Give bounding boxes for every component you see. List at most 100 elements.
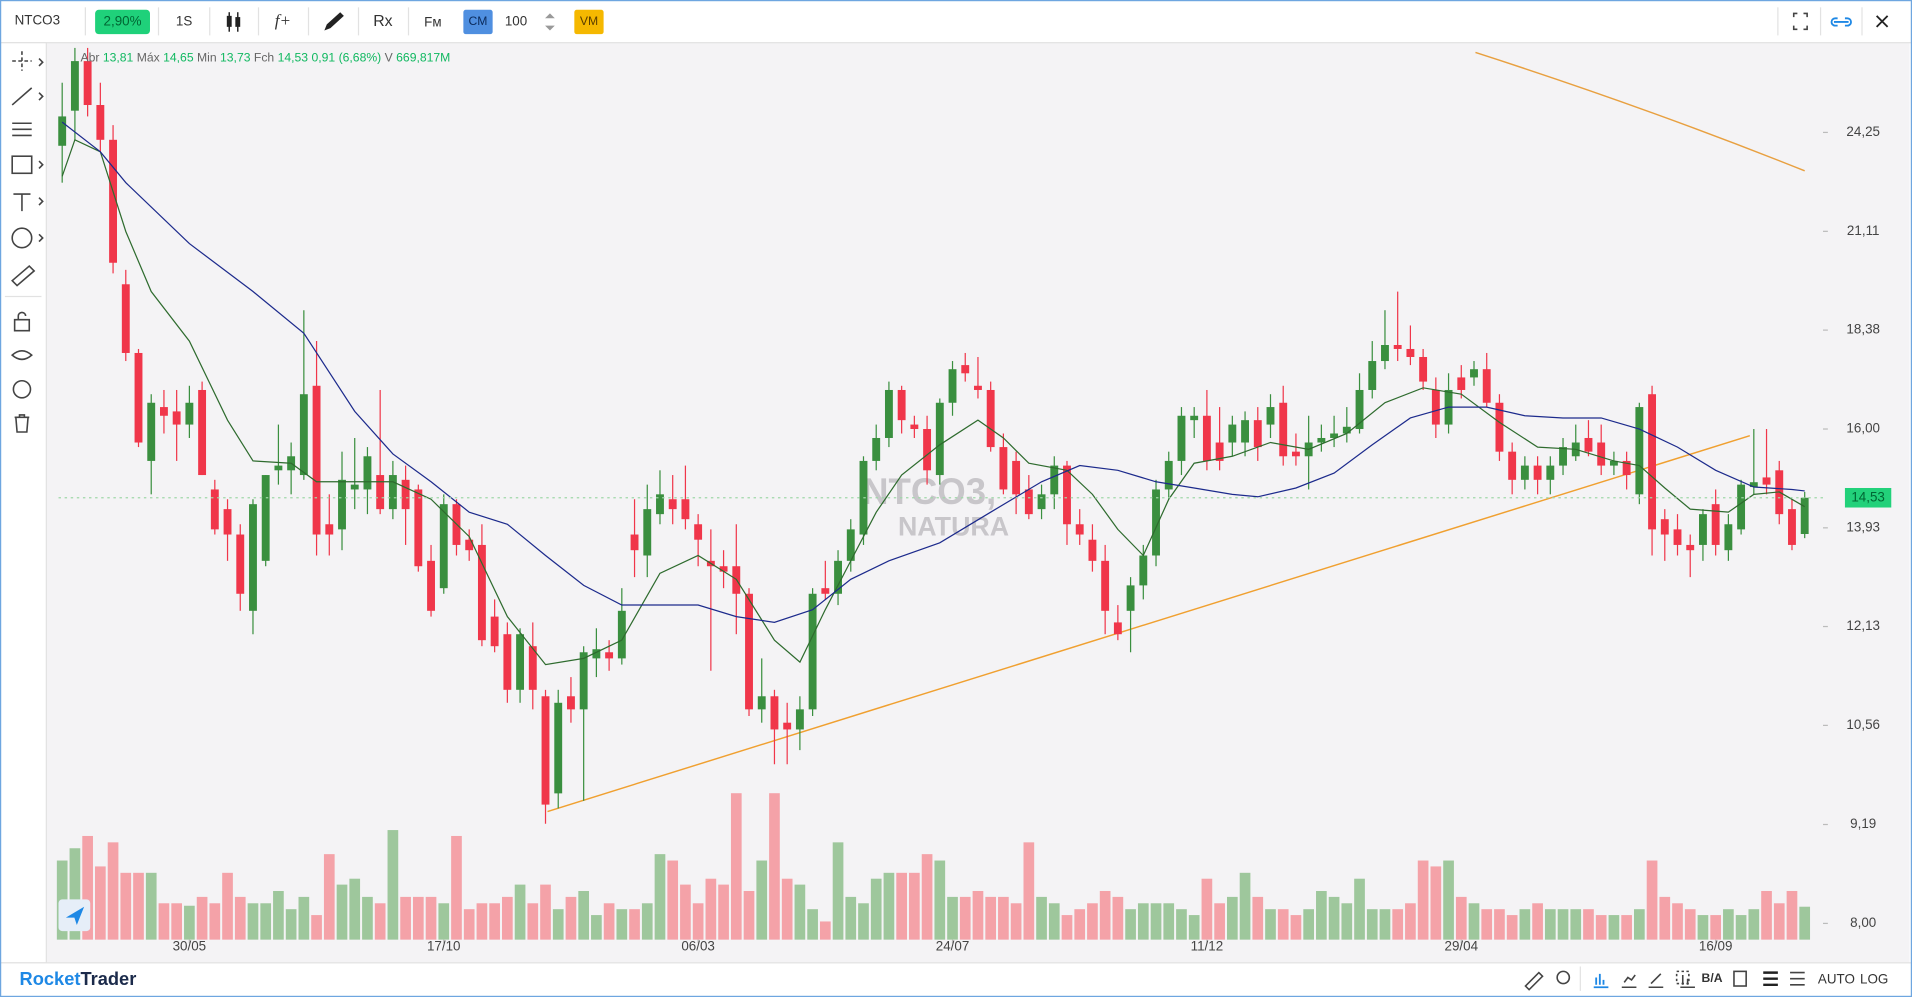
volume-bar xyxy=(1036,896,1047,940)
volume-bar xyxy=(387,830,399,940)
volume-bar xyxy=(1328,896,1340,940)
fullscreen-button[interactable] xyxy=(1792,12,1808,31)
line-tool[interactable] xyxy=(11,87,33,106)
candle-body xyxy=(910,424,919,430)
cm-badge[interactable] xyxy=(463,9,493,35)
volume-bar xyxy=(1595,915,1607,940)
value: 14,53 xyxy=(278,51,309,65)
interval-button[interactable]: 1S xyxy=(176,14,192,29)
quantity[interactable]: 100 xyxy=(505,14,527,29)
y-tick-label: 16,00 xyxy=(1846,421,1880,436)
candle-body xyxy=(770,696,779,730)
log-scale-button[interactable]: LOG xyxy=(1860,971,1888,986)
emoji-tool[interactable] xyxy=(11,227,33,249)
x-tick-label: 11/12 xyxy=(1191,939,1224,954)
menu-button[interactable] xyxy=(1790,971,1805,986)
help-tool[interactable] xyxy=(12,379,32,399)
volume-bar xyxy=(730,793,742,940)
volume-bar xyxy=(1417,860,1429,940)
brand-part: Trader xyxy=(80,968,136,989)
candle-body xyxy=(656,494,664,515)
y-tick-label: 21,11 xyxy=(1847,223,1880,238)
volume-bar xyxy=(374,903,386,940)
volume-bar xyxy=(184,905,195,940)
candle-body xyxy=(1800,497,1809,535)
change-badge[interactable] xyxy=(95,9,150,35)
volume-bar xyxy=(654,854,666,940)
volume-bar xyxy=(1481,909,1493,940)
volume-bar xyxy=(69,848,81,940)
plot-area xyxy=(46,42,1910,963)
candle-body xyxy=(1635,407,1644,495)
candle-body xyxy=(1406,348,1415,357)
fm-button[interactable]: Fм xyxy=(424,15,441,30)
candle-body xyxy=(350,484,359,490)
volume-bar xyxy=(323,854,335,940)
ruler-tool[interactable] xyxy=(11,264,36,287)
trend-curve[interactable] xyxy=(1475,51,1805,172)
volume-bar xyxy=(1544,909,1556,940)
volume-bar xyxy=(400,896,411,940)
zoom-button[interactable] xyxy=(1556,970,1571,985)
volume-bar xyxy=(234,896,246,940)
volume-bar xyxy=(158,903,170,940)
volume-bar xyxy=(1201,878,1213,940)
volume-bar xyxy=(311,915,322,940)
candle-body xyxy=(541,696,550,805)
visibility-tool[interactable] xyxy=(10,350,33,361)
candle-type-button[interactable] xyxy=(226,12,241,32)
auto-scale-button[interactable]: AUTO xyxy=(1818,971,1855,986)
delete-tool[interactable] xyxy=(14,414,30,433)
book-button[interactable] xyxy=(1733,970,1747,987)
volume-button[interactable] xyxy=(1593,973,1609,989)
draw-button[interactable] xyxy=(324,12,344,31)
volume-bar xyxy=(718,884,729,940)
lock-tool[interactable] xyxy=(13,311,31,332)
studies-button[interactable]: f+ xyxy=(275,11,291,30)
candle-body xyxy=(1393,345,1402,349)
text-tool[interactable] xyxy=(13,193,31,212)
symbol[interactable]: NTCO3 xyxy=(15,12,60,27)
candle-body xyxy=(121,284,130,353)
volume-bar xyxy=(1366,909,1378,940)
volume-bar xyxy=(680,884,691,940)
close-button[interactable] xyxy=(1875,15,1889,28)
candle-body xyxy=(1164,460,1173,490)
volume-bar xyxy=(883,872,895,940)
candle-body xyxy=(1291,451,1300,457)
shape-tool[interactable] xyxy=(11,155,33,175)
volume-bar xyxy=(667,860,679,940)
list-button[interactable] xyxy=(1763,971,1778,987)
quantity-spinner[interactable] xyxy=(545,13,555,31)
volume-bar xyxy=(1608,915,1620,940)
value: 13,73 xyxy=(220,51,251,65)
ohlc-header: Abr 13,81 Máx 14,65 Min 13,73 Fch 14,53 … xyxy=(80,51,450,65)
vm-badge[interactable] xyxy=(574,9,604,35)
rx-button[interactable]: Rx xyxy=(373,13,392,30)
link-button[interactable] xyxy=(1830,17,1852,27)
candle-body xyxy=(579,652,588,710)
bid-ask-button[interactable]: B/A xyxy=(1702,971,1723,985)
trend-line[interactable] xyxy=(547,434,1751,813)
trend-button[interactable] xyxy=(1648,973,1664,989)
candle-body xyxy=(70,61,79,111)
channel-tool[interactable] xyxy=(12,122,32,137)
candle-body xyxy=(935,402,944,476)
chart-button[interactable] xyxy=(1680,975,1695,989)
volume-bar xyxy=(1430,866,1442,940)
volume-bar xyxy=(769,793,780,940)
candle-body xyxy=(1495,402,1504,452)
volume-bar xyxy=(552,909,564,940)
ruler-button[interactable] xyxy=(1524,971,1544,991)
volume-bar xyxy=(273,890,284,940)
volume-bar xyxy=(591,915,602,940)
volume-bar xyxy=(1621,915,1632,940)
candle-body xyxy=(567,696,575,710)
watermark-name: NATURA xyxy=(898,511,1009,541)
indicator-button[interactable] xyxy=(1621,974,1637,989)
candle-body xyxy=(1279,402,1288,457)
candle-body xyxy=(554,702,563,794)
change-value: 2,90% xyxy=(104,14,142,29)
crosshair-tool[interactable] xyxy=(12,51,32,71)
